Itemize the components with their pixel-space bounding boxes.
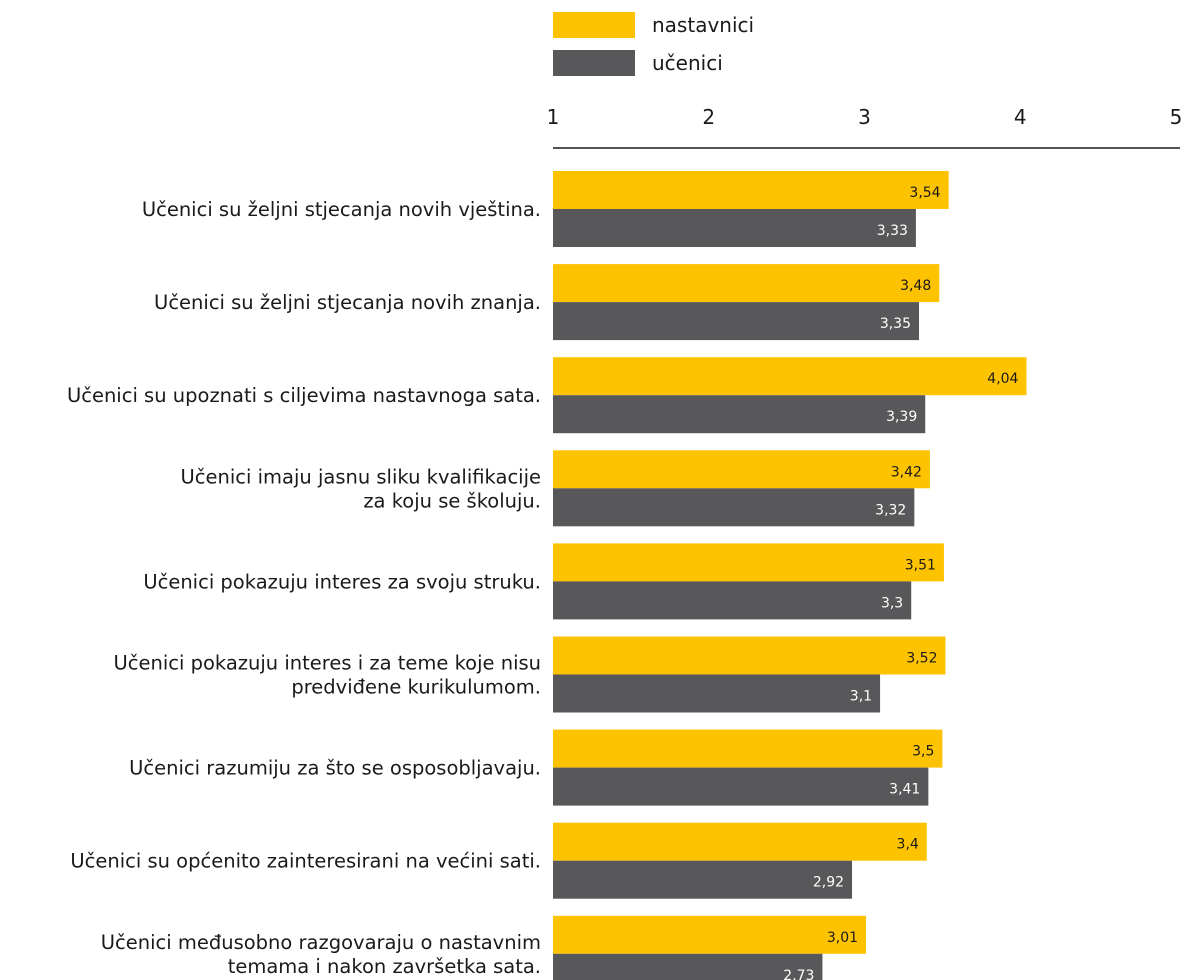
category-label-4-line-2: za koju se školuju. xyxy=(363,489,541,512)
value-label-učenici-8: 2,92 xyxy=(813,875,844,891)
value-label-nastavnici-6: 3,52 xyxy=(906,651,937,667)
legend: nastavnici učenici xyxy=(553,12,754,76)
category-label-9-line-1: Učenici međusobno razgovaraju o nastavni… xyxy=(101,931,541,954)
bar-učenici-5 xyxy=(553,581,912,620)
value-label-učenici-7: 3,41 xyxy=(889,782,920,798)
value-label-nastavnici-9: 3,01 xyxy=(827,930,858,946)
value-label-učenici-2: 3,35 xyxy=(880,316,911,332)
value-label-nastavnici-8: 3,4 xyxy=(897,837,919,853)
value-label-nastavnici-1: 3,54 xyxy=(909,185,940,201)
value-label-nastavnici-7: 3,5 xyxy=(912,744,934,760)
category-label-4-line-1: Učenici imaju jasnu sliku kvalifikacije xyxy=(181,465,541,488)
value-label-učenici-1: 3,33 xyxy=(877,223,908,239)
value-label-učenici-4: 3,32 xyxy=(875,502,906,518)
category-label-7: Učenici razumiju za što se osposobljavaj… xyxy=(129,757,541,780)
category-labels: Učenici su željni stjecanja novih vješti… xyxy=(67,198,541,978)
bar-nastavnici-5 xyxy=(553,543,944,582)
bar-učenici-7 xyxy=(553,767,929,806)
bar-učenici-8 xyxy=(553,860,853,899)
category-label-6-line-1: Učenici pokazuju interes i za teme koje … xyxy=(113,652,541,675)
tick-label-1: 1 xyxy=(547,105,560,129)
category-label-6-line-2: predviđene kurikulumom. xyxy=(291,676,541,699)
category-label-5: Učenici pokazuju interes za svoju struku… xyxy=(143,570,541,593)
bars: 3,54 3,33 3,48 3,35 4,04 3,39 3,42 3,32 3,51 3,3 3… xyxy=(553,171,1027,980)
value-label-nastavnici-5: 3,51 xyxy=(905,557,936,573)
value-label-učenici-6: 3,1 xyxy=(850,689,872,705)
tick-label-2: 2 xyxy=(702,105,715,129)
category-label-1: Učenici su željni stjecanja novih vješti… xyxy=(142,198,541,221)
bar-učenici-9 xyxy=(553,953,823,980)
value-label-nastavnici-3: 4,04 xyxy=(987,371,1018,387)
legend-swatch-1 xyxy=(553,12,635,38)
category-label-2: Učenici su željni stjecanja novih znanja… xyxy=(154,291,541,314)
legend-label-1: nastavnici xyxy=(652,13,754,37)
tick-label-3: 3 xyxy=(858,105,871,129)
x-axis: 1 2 3 4 5 xyxy=(547,105,1183,149)
bar-nastavnici-7 xyxy=(553,729,943,768)
bar-učenici-4 xyxy=(553,488,915,527)
value-label-učenici-5: 3,3 xyxy=(881,595,903,611)
bar-nastavnici-1 xyxy=(553,171,949,209)
tick-label-5: 5 xyxy=(1170,105,1183,129)
tick-label-4: 4 xyxy=(1014,105,1027,129)
value-label-nastavnici-4: 3,42 xyxy=(891,464,922,480)
bar-učenici-6 xyxy=(553,674,881,713)
bar-nastavnici-2 xyxy=(553,264,940,303)
value-label-učenici-9: 2,73 xyxy=(783,968,814,980)
value-label-nastavnici-2: 3,48 xyxy=(900,278,931,294)
bar-učenici-1 xyxy=(553,209,916,247)
bar-učenici-3 xyxy=(553,395,926,434)
legend-swatch-2 xyxy=(553,50,635,76)
bar-nastavnici-3 xyxy=(553,357,1027,396)
value-label-učenici-3: 3,39 xyxy=(886,409,917,425)
category-label-9-line-2: temama i nakon završetka sata. xyxy=(228,955,541,978)
bar-nastavnici-8 xyxy=(553,822,927,861)
bar-učenici-2 xyxy=(553,302,920,341)
bar-nastavnici-4 xyxy=(553,450,930,489)
bar-nastavnici-9 xyxy=(553,915,867,954)
category-label-3: Učenici su upoznati s ciljevima nastavno… xyxy=(67,384,541,407)
bar-nastavnici-6 xyxy=(553,636,946,675)
legend-label-2: učenici xyxy=(652,51,723,75)
category-label-8: Učenici su općenito zainteresirani na ve… xyxy=(70,850,541,873)
